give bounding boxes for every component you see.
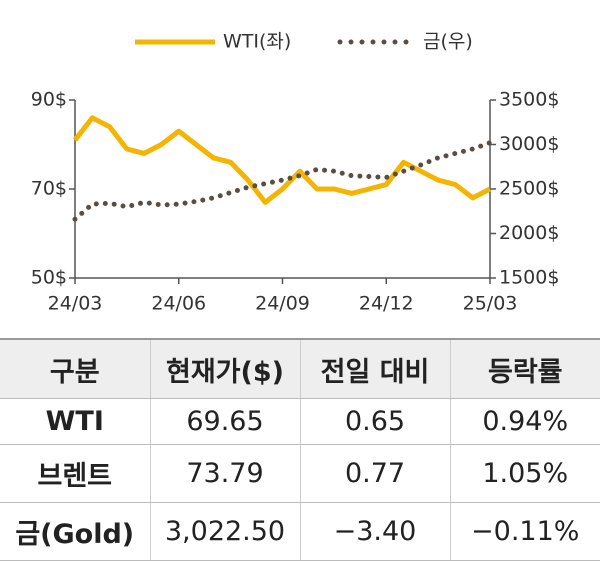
cell: −3.40	[299, 502, 450, 561]
header-cell: 전일 대비	[299, 338, 450, 399]
cell: 73.79	[149, 444, 300, 504]
legend-label: 금(우)	[423, 31, 473, 53]
x-tick-label: 24/06	[151, 293, 206, 315]
cell: 브렌트	[0, 444, 150, 504]
price-table: 구분 현재가($) 전일 대비 등락률 WTI 69.65 0.65 0.94% 브렌트 73.7…	[0, 338, 600, 561]
y2-tick-label: 2000$	[499, 222, 559, 244]
row: 브렌트 73.79 0.77 1.05%	[0, 444, 600, 504]
cell: 금(Gold)	[0, 502, 150, 561]
cell: 0.65	[299, 398, 450, 446]
x-tick-label: 24/12	[359, 293, 414, 315]
row: 금(Gold) 3,022.50 −3.40 −0.11%	[0, 502, 600, 561]
cell: 1.05%	[449, 444, 600, 504]
cell: 0.77	[299, 444, 450, 504]
x-tick-label: 25/03	[463, 293, 518, 315]
y-tick-label: 90$	[31, 89, 67, 111]
header-row: 구분 현재가($) 전일 대비 등락률	[0, 338, 600, 399]
cell: 69.65	[149, 398, 300, 446]
chart: 50$ 70$ 90$ 1500$ 2000$ 2500$ 3000$ 3500$ 24/03 2…	[31, 31, 560, 315]
series-line	[72, 140, 493, 222]
x-tick-label: 24/03	[48, 293, 103, 315]
x-tick-label: 24/09	[255, 293, 310, 315]
row: WTI 69.65 0.65 0.94%	[0, 398, 600, 446]
y2-tick-label: 3500$	[499, 89, 559, 111]
header-cell: 현재가($)	[149, 338, 300, 399]
header-cell: 구분	[0, 338, 150, 399]
y2-tick-label: 3000$	[499, 133, 559, 155]
cell: −0.11%	[449, 502, 600, 561]
cell: 3,022.50	[149, 502, 300, 561]
cell: WTI	[0, 398, 150, 446]
y-tick-label: 50$	[31, 267, 67, 289]
cell: 0.94%	[449, 398, 600, 446]
series-line	[73, 115, 492, 205]
header-cell: 등락률	[449, 338, 600, 399]
y-tick-label: 70$	[31, 178, 67, 200]
legend-label: WTI(좌)	[223, 31, 291, 53]
y2-tick-label: 1500$	[499, 267, 559, 289]
y2-tick-label: 2500$	[499, 178, 559, 200]
